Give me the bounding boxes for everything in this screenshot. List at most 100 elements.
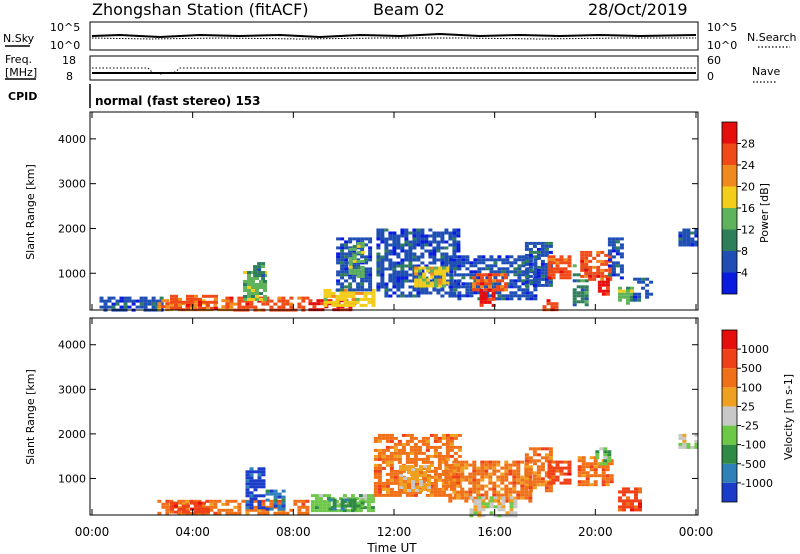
- data-cell: [604, 274, 609, 278]
- data-cell: [253, 508, 258, 512]
- data-cell: [336, 270, 341, 274]
- data-cell: [611, 255, 616, 259]
- data-cell: [456, 496, 461, 500]
- data-cell: [477, 270, 482, 274]
- data-cell: [551, 258, 556, 262]
- data-cell: [513, 258, 518, 262]
- data-cell: [492, 469, 497, 473]
- data-cell: [555, 460, 560, 464]
- data-cell: [533, 288, 538, 292]
- data-cell: [504, 472, 509, 476]
- data-cell: [584, 256, 589, 260]
- data-cell: [634, 496, 638, 500]
- data-cell: [178, 501, 182, 505]
- data-cell: [520, 460, 525, 464]
- data-cell: [253, 305, 258, 309]
- data-cell: [399, 489, 403, 493]
- data-cell: [389, 463, 394, 467]
- data-cell: [233, 505, 238, 509]
- data-cell: [611, 243, 616, 247]
- data-cell: [342, 500, 347, 504]
- data-cell: [472, 481, 477, 485]
- data-cell: [441, 457, 446, 461]
- data-cell: [400, 261, 405, 265]
- data-cell: [384, 258, 389, 262]
- data-cell: [336, 282, 341, 286]
- data-cell: [420, 243, 425, 247]
- data-cell: [377, 469, 382, 473]
- data-cell: [289, 302, 294, 306]
- data-cell: [419, 468, 423, 472]
- data-cell: [301, 502, 306, 506]
- data-cell: [400, 267, 405, 271]
- data-cell: [638, 487, 642, 491]
- data-cell: [580, 279, 585, 283]
- colorbar-swatch: [722, 229, 737, 251]
- data-cell: [342, 509, 347, 513]
- data-cell: [340, 285, 345, 289]
- data-cell: [489, 496, 494, 500]
- data-cell: [348, 247, 353, 251]
- data-cell: [504, 463, 509, 467]
- data-cell: [472, 490, 477, 494]
- data-cell: [581, 468, 586, 472]
- nsearch-label: N.Search: [747, 31, 797, 44]
- data-cell: [589, 474, 594, 478]
- data-cell: [396, 279, 401, 283]
- data-cell: [678, 240, 683, 244]
- data-cell: [607, 240, 612, 244]
- data-cell: [607, 450, 612, 454]
- data-cell: [255, 286, 259, 289]
- data-cell: [592, 265, 597, 269]
- data-cell: [491, 294, 496, 298]
- data-cell: [540, 283, 545, 287]
- data-cell: [493, 514, 498, 518]
- data-cell: [174, 297, 178, 301]
- data-cell: [261, 482, 266, 486]
- colorbar-tick-label: 1000: [741, 343, 769, 356]
- data-cell: [528, 496, 533, 500]
- colorbar-swatch: [722, 482, 737, 502]
- data-cell: [413, 442, 418, 446]
- data-cell: [686, 442, 691, 446]
- data-cell: [209, 502, 214, 506]
- data-cell: [381, 481, 386, 485]
- data-cell: [500, 472, 505, 476]
- data-cell: [601, 292, 606, 296]
- data-cell: [310, 494, 315, 498]
- data-cell: [354, 509, 359, 513]
- data-cell: [500, 279, 504, 283]
- data-cell: [433, 493, 438, 497]
- data-cell: [460, 490, 465, 494]
- data-cell: [488, 282, 492, 286]
- data-cell: [412, 246, 417, 250]
- data-cell: [305, 499, 310, 503]
- data-cell: [536, 265, 541, 269]
- data-cell: [501, 261, 506, 265]
- data-cell: [448, 231, 453, 235]
- data-cell: [555, 469, 560, 473]
- data-cell: [253, 470, 258, 474]
- data-cell: [615, 237, 620, 241]
- data-cell: [633, 298, 638, 302]
- data-cell: [225, 508, 230, 512]
- data-cell: [607, 264, 612, 268]
- data-cell: [392, 249, 397, 253]
- data-cell: [481, 496, 486, 500]
- data-cell: [516, 463, 521, 467]
- data-cell: [609, 459, 614, 463]
- data-cell: [178, 306, 182, 310]
- data-cell: [392, 234, 397, 238]
- data-cell: [567, 463, 572, 467]
- data-cell: [421, 439, 426, 443]
- data-cell: [245, 494, 250, 498]
- data-cell: [555, 463, 560, 467]
- data-cell: [445, 493, 450, 497]
- data-cell: [348, 276, 353, 280]
- data-cell: [528, 247, 533, 251]
- data-cell: [403, 468, 407, 472]
- data-cell: [469, 294, 474, 298]
- data-cell: [360, 271, 365, 275]
- data-cell: [532, 447, 537, 451]
- data-cell: [409, 457, 414, 461]
